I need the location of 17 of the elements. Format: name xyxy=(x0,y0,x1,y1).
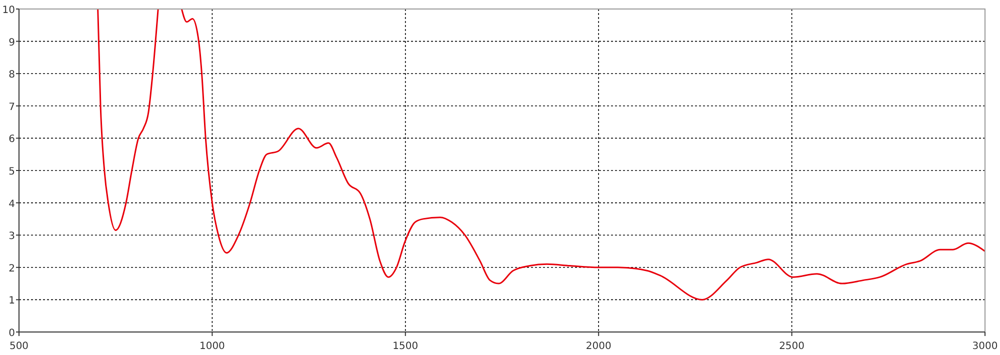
y-tick-label: 8 xyxy=(8,70,15,81)
x-tick-label: 2000 xyxy=(586,341,612,352)
y-tick-label: 5 xyxy=(8,166,15,178)
x-tick-label: 500 xyxy=(9,341,29,352)
x-tick-label: 2500 xyxy=(779,341,805,352)
y-tick-label: 10 xyxy=(2,5,15,16)
y-tick-label: 6 xyxy=(8,134,15,146)
y-tick-label: 2 xyxy=(8,263,15,274)
y-tick-label: 4 xyxy=(8,198,15,210)
x-tick-label: 3000 xyxy=(972,341,998,352)
y-tick-label: 0 xyxy=(8,328,15,339)
y-tick-label: 3 xyxy=(8,231,15,242)
x-tick-label: 1500 xyxy=(392,341,418,352)
y-tick-label: 9 xyxy=(8,37,15,48)
x-tick-label: 1000 xyxy=(199,341,225,352)
y-tick-label: 1 xyxy=(8,296,15,307)
y-tick-label: 7 xyxy=(8,102,15,113)
